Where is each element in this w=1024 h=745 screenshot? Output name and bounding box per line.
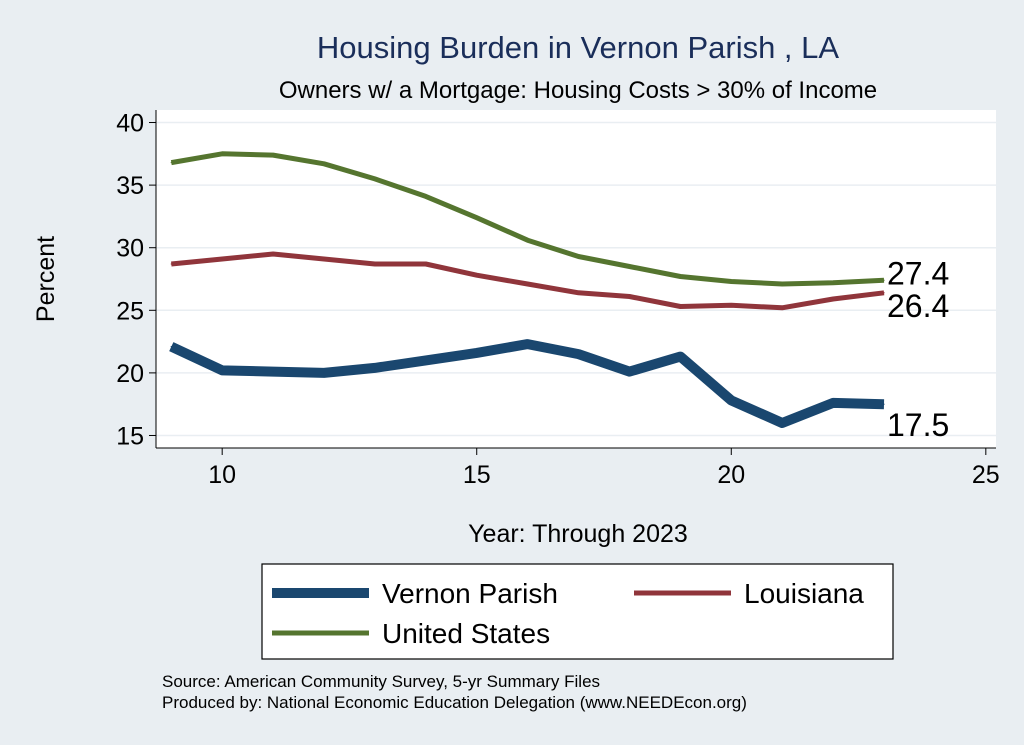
data-point-vernon-parish <box>832 402 834 404</box>
end-label-united-states: 27.4 <box>887 255 949 291</box>
end-label-vernon-parish: 17.5 <box>887 407 949 443</box>
data-point-louisiana <box>476 274 478 276</box>
data-point-vernon-parish <box>476 352 478 354</box>
data-point-united-states <box>832 282 834 284</box>
y-tick-label: 40 <box>116 110 144 138</box>
data-point-vernon-parish <box>577 353 580 355</box>
data-point-united-states <box>425 195 427 197</box>
data-point-louisiana <box>527 283 529 285</box>
data-point-united-states <box>577 255 580 258</box>
data-point-united-states <box>323 163 325 165</box>
plot-area <box>156 110 996 448</box>
y-tick-label: 35 <box>116 172 144 200</box>
y-tick-label: 15 <box>116 422 144 450</box>
data-point-united-states <box>628 265 631 268</box>
source-note: Source: American Community Survey, 5-yr … <box>162 672 600 691</box>
data-point-louisiana <box>679 305 681 308</box>
data-point-vernon-parish <box>679 356 681 358</box>
legend-box <box>261 563 894 660</box>
data-point-louisiana <box>628 295 631 298</box>
data-point-united-states <box>781 283 783 285</box>
data-point-united-states <box>527 239 529 241</box>
data-point-vernon-parish <box>272 371 274 373</box>
data-point-vernon-parish <box>883 403 885 405</box>
producer-note: Produced by: National Economic Education… <box>162 693 747 712</box>
chart-subtitle: Owners w/ a Mortgage: Housing Costs > 30… <box>279 77 877 104</box>
y-tick-label: 25 <box>116 297 144 325</box>
series-lines <box>169 151 885 428</box>
data-point-louisiana <box>730 304 732 306</box>
data-point-vernon-parish <box>730 399 732 402</box>
x-tick-label: 15 <box>463 461 491 489</box>
data-point-louisiana <box>323 258 325 260</box>
data-point-vernon-parish <box>323 372 325 374</box>
data-point-vernon-parish <box>781 422 783 424</box>
y-tick-label: 30 <box>116 235 144 263</box>
data-point-vernon-parish <box>425 359 427 361</box>
data-point-united-states <box>374 178 376 180</box>
data-point-louisiana <box>577 292 580 294</box>
data-point-vernon-parish <box>374 367 376 369</box>
legend-label-united-states: United States <box>382 618 550 649</box>
data-point-louisiana <box>832 298 834 300</box>
y-tick-label: 20 <box>116 360 144 388</box>
x-axis-label: Year: Through 2023 <box>468 520 688 548</box>
data-point-vernon-parish <box>170 346 172 348</box>
x-tick-label: 10 <box>208 461 236 489</box>
end-labels: 17.5 26.427.4 <box>887 255 949 443</box>
x-tick-label: 20 <box>717 461 745 489</box>
data-point-louisiana <box>425 263 427 265</box>
data-point-united-states <box>476 217 478 219</box>
data-point-united-states <box>170 161 172 164</box>
data-point-louisiana <box>221 258 223 260</box>
data-point-united-states <box>679 275 681 278</box>
data-point-louisiana <box>781 307 783 309</box>
data-point-louisiana <box>883 292 885 294</box>
data-point-united-states <box>221 153 223 155</box>
chart-title: Housing Burden in Vernon Parish , LA <box>317 30 839 65</box>
x-tick-label: 25 <box>972 461 1000 489</box>
data-point-united-states <box>272 154 274 156</box>
x-axis-ticks: 10 15 20 25 <box>208 448 1000 489</box>
data-point-vernon-parish <box>628 371 631 373</box>
legend-label-louisiana: Louisiana <box>744 578 864 609</box>
data-point-united-states <box>883 279 885 281</box>
data-point-louisiana <box>170 263 172 265</box>
data-point-united-states <box>730 280 732 283</box>
data-point-louisiana <box>374 263 376 265</box>
legend-label-vernon-parish: Vernon Parish <box>382 578 558 609</box>
y-axis-ticks: 15 20 25 30 35 40 <box>116 110 156 450</box>
gridlines <box>156 121 996 437</box>
legend: Vernon Parish Louisiana United States <box>261 563 894 660</box>
end-label-louisiana: 26.4 <box>887 288 949 324</box>
data-point-vernon-parish <box>221 369 223 371</box>
y-axis-label: Percent <box>32 236 60 322</box>
data-point-louisiana <box>272 253 274 255</box>
data-point-vernon-parish <box>527 343 529 345</box>
